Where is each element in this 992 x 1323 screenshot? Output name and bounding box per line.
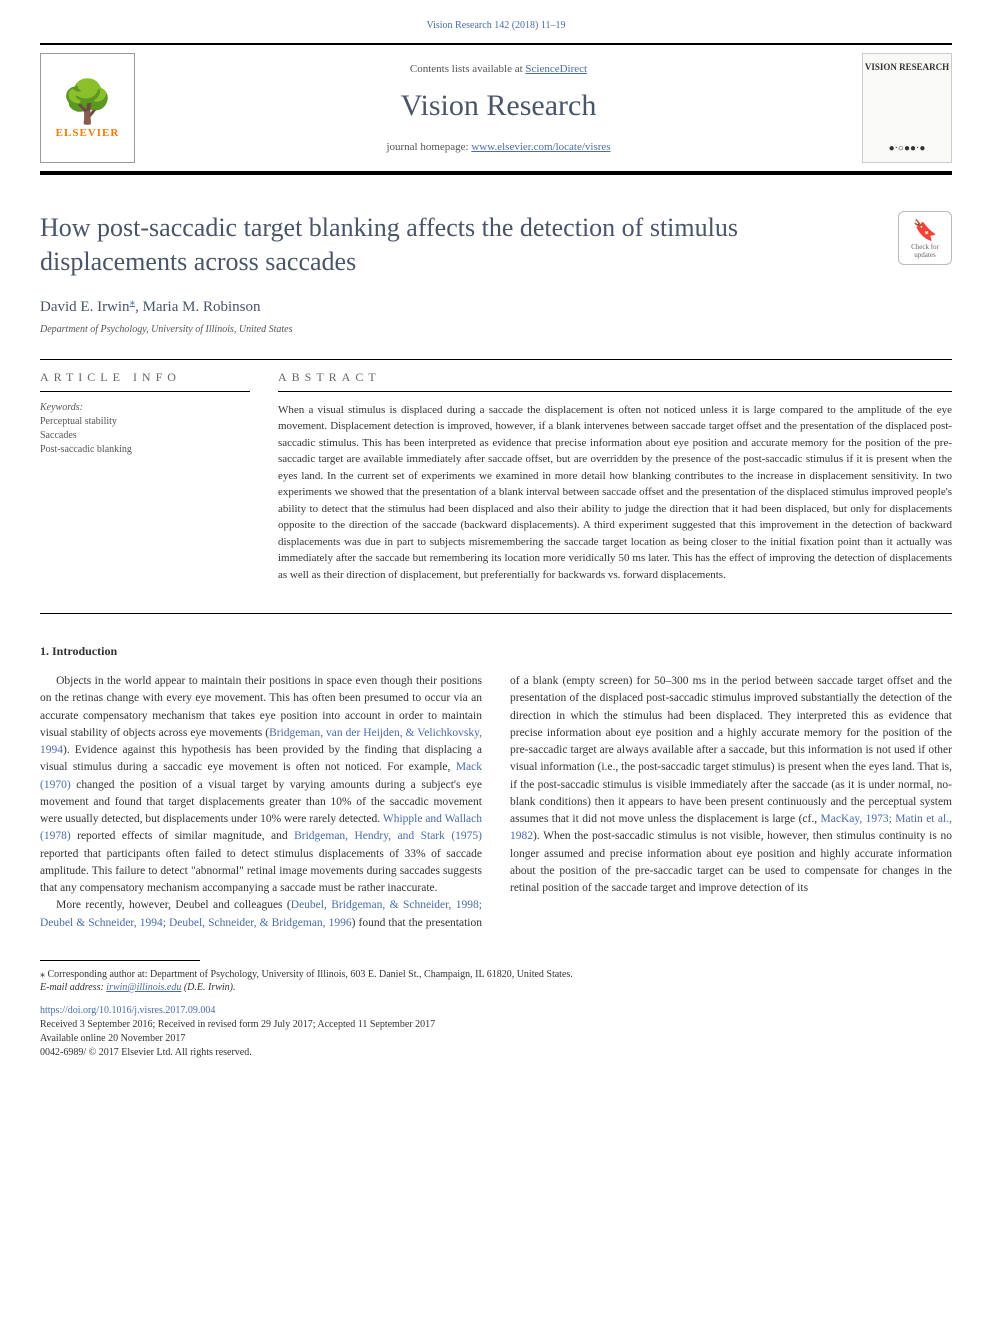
bookmark-icon: 🔖	[913, 218, 938, 243]
corresponding-note: ⁎ Corresponding author at: Department of…	[40, 969, 952, 980]
p1-text-d: reported effects of similar magnitude, a…	[71, 830, 294, 842]
journal-homepage: journal homepage: www.elsevier.com/locat…	[135, 141, 862, 153]
ref-bridgeman-1975[interactable]: Bridgeman, Hendry, and Stark (1975)	[294, 830, 482, 842]
keyword-2: Saccades	[40, 429, 250, 443]
journal-name: Vision Research	[135, 89, 862, 123]
intro-heading: 1. Introduction	[40, 644, 952, 659]
info-section-rule	[40, 613, 952, 614]
p2-text-c: ). When the post-saccadic stimulus is no…	[510, 830, 952, 894]
keyword-1: Perceptual stability	[40, 415, 250, 429]
keyword-3: Post-saccadic blanking	[40, 443, 250, 457]
abstract-column: ABSTRACT When a visual stimulus is displ…	[278, 360, 952, 584]
p1-text-e: reported that participants often failed …	[40, 848, 482, 895]
email-suffix: (D.E. Irwin).	[181, 982, 235, 993]
online-line: Available online 20 November 2017	[40, 1032, 952, 1046]
homepage-prefix: journal homepage:	[386, 141, 471, 153]
copyright-line: 0042-6989/ © 2017 Elsevier Ltd. All righ…	[40, 1046, 952, 1060]
authors: David E. Irwin⁎, Maria M. Robinson	[40, 295, 952, 316]
check-updates-badge[interactable]: 🔖 Check for updates	[898, 211, 952, 265]
cover-dots-icon: ●·○●●·●	[889, 143, 926, 154]
abstract-text: When a visual stimulus is displaced duri…	[278, 402, 952, 584]
article-info-column: ARTICLE INFO Keywords: Perceptual stabil…	[40, 360, 250, 584]
title-row: How post-saccadic target blanking affect…	[40, 211, 952, 295]
info-section: ARTICLE INFO Keywords: Perceptual stabil…	[40, 359, 952, 584]
article-info-label: ARTICLE INFO	[40, 360, 250, 392]
contents-prefix: Contents lists available at	[410, 63, 525, 75]
publisher-logo: 🌳 ELSEVIER	[40, 53, 135, 163]
p2-text-a: More recently, however, Deubel and colle…	[56, 899, 291, 911]
sciencedirect-link[interactable]: ScienceDirect	[525, 63, 587, 75]
author-2: , Maria M. Robinson	[135, 299, 260, 315]
header: 🌳 ELSEVIER Contents lists available at S…	[40, 45, 952, 171]
footer-rule	[40, 960, 200, 961]
paragraph-1: Objects in the world appear to maintain …	[40, 673, 482, 897]
email-label: E-mail address:	[40, 982, 106, 993]
article-title: How post-saccadic target blanking affect…	[40, 211, 800, 279]
journal-cover-thumbnail: VISION RESEARCH ●·○●●·●	[862, 53, 952, 163]
keywords-label: Keywords:	[40, 402, 250, 413]
header-center: Contents lists available at ScienceDirec…	[135, 63, 862, 153]
top-citation: Vision Research 142 (2018) 11–19	[40, 20, 952, 31]
publisher-name: ELSEVIER	[56, 127, 120, 139]
elsevier-tree-icon: 🌳	[61, 78, 113, 127]
header-rule-bottom	[40, 171, 952, 175]
contents-line: Contents lists available at ScienceDirec…	[135, 63, 862, 75]
body-section: 1. Introduction Objects in the world app…	[40, 644, 952, 932]
doi-link[interactable]: https://doi.org/10.1016/j.visres.2017.09…	[40, 1005, 952, 1016]
homepage-link[interactable]: www.elsevier.com/locate/visres	[471, 141, 610, 153]
dates-line: Received 3 September 2016; Received in r…	[40, 1018, 952, 1032]
abstract-label: ABSTRACT	[278, 360, 952, 392]
author-1: David E. Irwin	[40, 299, 130, 315]
p1-text-b: ). Evidence against this hypothesis has …	[40, 744, 482, 773]
cover-title: VISION RESEARCH	[865, 62, 949, 72]
email-link[interactable]: irwin@illinois.edu	[106, 982, 181, 993]
email-note: E-mail address: irwin@illinois.edu (D.E.…	[40, 982, 952, 993]
affiliation: Department of Psychology, University of …	[40, 324, 952, 335]
body-columns: Objects in the world appear to maintain …	[40, 673, 952, 932]
check-updates-line1: Check for	[911, 243, 939, 251]
check-updates-line2: updates	[914, 251, 935, 259]
